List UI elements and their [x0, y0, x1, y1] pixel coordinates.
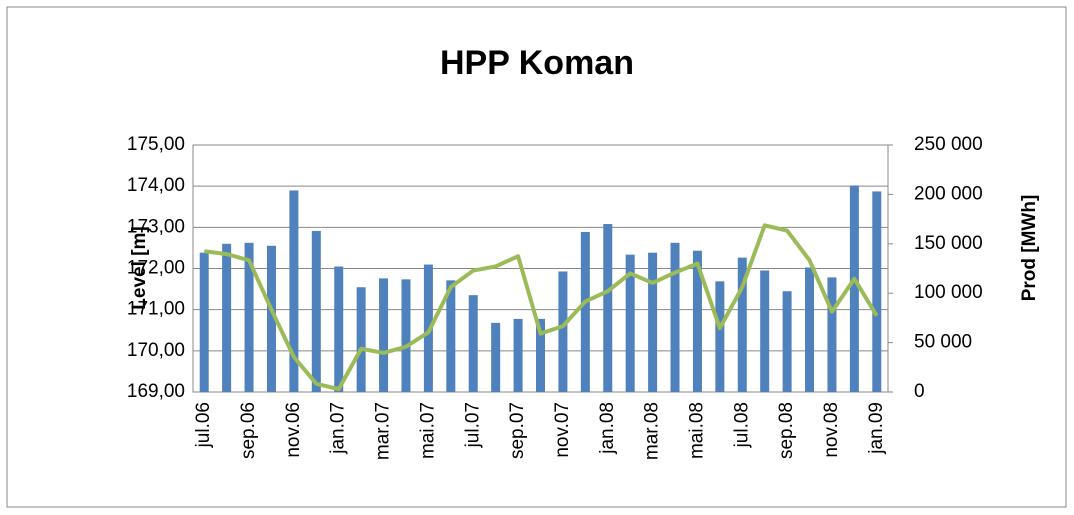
bar — [266, 245, 276, 392]
x-tick-label: mai.07 — [417, 402, 438, 459]
bar — [356, 287, 366, 392]
bar — [692, 250, 702, 392]
bar — [625, 254, 635, 392]
x-tick-label: jul.06 — [193, 402, 214, 448]
x-tick-label: jul.07 — [462, 402, 483, 448]
bar — [805, 267, 815, 392]
bar — [737, 257, 747, 392]
y-tick-label: 175,00 — [127, 134, 185, 155]
bar — [580, 231, 590, 392]
bar — [603, 224, 613, 392]
x-tick-label: nov.06 — [283, 402, 304, 458]
y-tick-label: 171,00 — [127, 299, 185, 320]
bar — [536, 318, 545, 392]
bar — [872, 191, 882, 392]
y-tick-label: 169,00 — [127, 381, 185, 402]
y2-tick-label: 50 000 — [914, 332, 972, 353]
bar — [379, 278, 389, 392]
bar — [491, 322, 501, 392]
bar — [289, 190, 299, 392]
bar — [446, 280, 456, 392]
x-tick-label: sep.07 — [507, 402, 528, 459]
bar — [311, 230, 321, 392]
x-tick-label: mar.07 — [373, 402, 394, 460]
x-tick-label: jul.08 — [731, 402, 752, 448]
x-tick-label: mai.08 — [686, 402, 707, 459]
y-tick-label: 172,00 — [127, 258, 185, 279]
y2-tick-label: 0 — [914, 381, 925, 402]
bar — [849, 185, 859, 392]
bar — [782, 291, 792, 392]
x-tick-label: jan.08 — [597, 402, 618, 455]
bar — [513, 318, 523, 392]
bar — [334, 266, 344, 392]
x-tick-label: jan.09 — [866, 402, 887, 455]
bar — [558, 271, 568, 392]
y2-axis-title: Prod [MWh] — [1019, 195, 1040, 302]
y-tick-label: 174,00 — [127, 175, 185, 196]
line — [203, 223, 879, 392]
y-tick-label: 170,00 — [127, 340, 185, 361]
bar — [715, 281, 725, 392]
x-tick-label: nov.07 — [552, 402, 573, 458]
y-axis-title: Level [m] — [129, 226, 150, 309]
bar — [244, 242, 254, 392]
y2-tick-label: 150 000 — [914, 233, 983, 254]
x-tick-label: sep.06 — [238, 402, 259, 459]
bar — [827, 277, 837, 392]
chart-title: HPP Koman — [440, 44, 634, 82]
x-tick-label: mar.08 — [642, 402, 663, 460]
bar — [760, 270, 770, 392]
bar — [199, 252, 209, 392]
x-tick-label: jan.07 — [328, 402, 349, 455]
bar — [468, 295, 478, 392]
y2-tick-label: 250 000 — [914, 134, 983, 155]
bar — [401, 279, 411, 392]
y-tick-label: 173,00 — [127, 216, 185, 237]
x-tick-label: nov.08 — [821, 402, 842, 458]
chart-border — [6, 6, 1067, 508]
x-tick-label: sep.08 — [776, 402, 797, 459]
bar — [222, 243, 232, 392]
bar — [648, 252, 658, 392]
y2-tick-label: 100 000 — [914, 282, 983, 303]
bar — [670, 242, 680, 392]
y2-tick-label: 200 000 — [914, 183, 983, 204]
